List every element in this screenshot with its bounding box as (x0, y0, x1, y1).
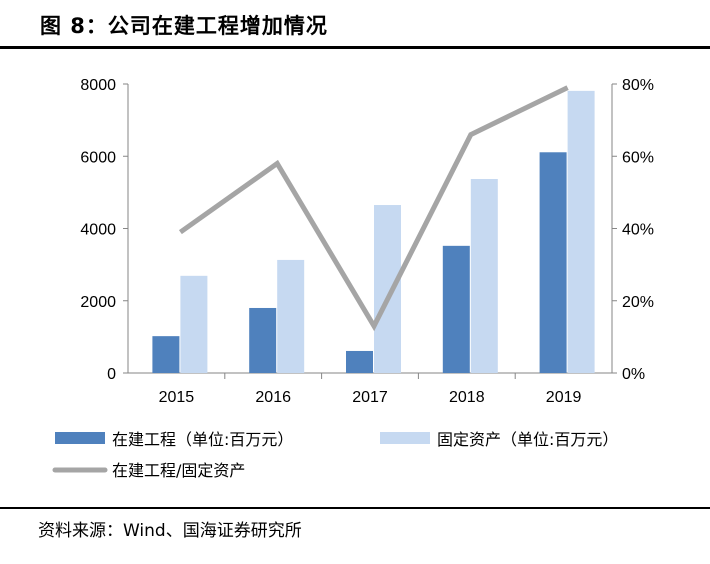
legend-label-1: 固定资产（单位:百万元） (437, 430, 618, 449)
legend-swatch-0 (55, 432, 105, 444)
figure-title: 图 8：公司在建工程增加情况 (40, 14, 328, 38)
bar-construction-2018 (442, 245, 470, 373)
x-tick-label: 2018 (449, 389, 485, 406)
combo-chart: 0 2000 4000 6000 8000 0% 20% 40% 60% 80% 2015 2016 2… (52, 77, 654, 480)
left-tick-label: 2000 (80, 294, 116, 311)
bar-fixed-assets-2016 (277, 259, 305, 373)
x-tick-label: 2017 (352, 389, 388, 406)
left-tick-label: 4000 (80, 222, 116, 239)
legend-label-2: 在建工程/固定资产 (112, 461, 245, 480)
legend-swatch-1 (380, 432, 430, 444)
right-tick-label: 0% (622, 366, 645, 383)
source-note: 资料来源：Wind、国海证券研究所 (38, 521, 302, 541)
bar-fixed-assets-2018 (470, 179, 498, 373)
right-tick-label: 80% (622, 77, 654, 94)
x-tick-label: 2016 (255, 389, 291, 406)
bar-fixed-assets-2017 (374, 205, 401, 373)
bar-construction-2019 (539, 152, 567, 373)
right-tick-label: 60% (622, 149, 654, 166)
left-tick-label: 0 (107, 366, 116, 383)
bar-construction-2016 (249, 307, 277, 373)
legend-label-0: 在建工程（单位:百万元） (112, 430, 293, 449)
source-divider (0, 507, 710, 509)
x-tick-label: 2019 (546, 389, 582, 406)
bar-fixed-assets-2015 (180, 275, 208, 373)
bar-construction-2015 (152, 336, 180, 373)
title-divider (0, 46, 710, 49)
left-tick-label: 6000 (80, 149, 116, 166)
x-tick-label: 2015 (159, 389, 195, 406)
bar-construction-2017 (346, 350, 373, 373)
left-tick-label: 8000 (80, 77, 116, 94)
right-tick-label: 40% (622, 222, 654, 239)
right-tick-label: 20% (622, 294, 654, 311)
bar-fixed-assets-2019 (567, 90, 595, 374)
